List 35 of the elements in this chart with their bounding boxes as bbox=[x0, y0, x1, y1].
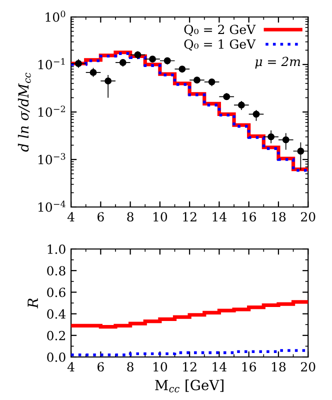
legend-label: Q₀ = 1 GeV bbox=[184, 39, 256, 51]
y-tick-label: 10$^{0}$ bbox=[46, 10, 66, 22]
x-tick-label: 20 bbox=[300, 362, 316, 372]
annotation: μ = 2m bbox=[255, 56, 300, 69]
y-tick-label: 0.4 bbox=[47, 309, 66, 319]
y-tick-label: 10$^{−2}$ bbox=[38, 106, 65, 117]
x-tick-label: 4 bbox=[67, 212, 74, 222]
y-tick-label: 10$^{−3}$ bbox=[38, 153, 66, 164]
y-tick-label: 0.8 bbox=[47, 266, 66, 276]
y-tick-label: 0.6 bbox=[47, 288, 66, 298]
x-tick-label: 6 bbox=[98, 362, 104, 372]
x-tick-label: 4 bbox=[67, 362, 74, 372]
x-tick-label: 12 bbox=[183, 362, 196, 372]
x-tick-label: 14 bbox=[212, 212, 227, 222]
x-axis-title: M$_{cc}$ [GeV] bbox=[155, 380, 224, 392]
x-tick-label: 6 bbox=[98, 212, 104, 222]
x-tick-label: 14 bbox=[212, 362, 227, 372]
y-axis-title: R bbox=[28, 298, 38, 308]
x-tick-label: 8 bbox=[127, 212, 134, 222]
legend-label: Q₀ = 2 GeV bbox=[184, 24, 256, 36]
y-tick-label: 10$^{−4}$ bbox=[38, 200, 66, 212]
x-tick-label: 18 bbox=[272, 362, 286, 372]
x-tick-label: 20 bbox=[300, 212, 316, 222]
y-axis-title: d ln σ/dM$_{cc}$ bbox=[18, 72, 31, 152]
x-tick-label: 16 bbox=[242, 212, 256, 222]
x-tick-label: 8 bbox=[127, 362, 134, 372]
y-tick-label: 10$^{−1}$ bbox=[38, 58, 65, 70]
y-tick-label: 1.0 bbox=[48, 244, 66, 254]
x-tick-label: 16 bbox=[242, 362, 256, 372]
y-tick-label: 0.0 bbox=[47, 352, 66, 362]
x-tick-label: 12 bbox=[183, 212, 196, 222]
x-tick-label: 18 bbox=[272, 212, 286, 222]
x-tick-label: 10 bbox=[154, 362, 168, 372]
x-tick-label: 10 bbox=[154, 212, 168, 222]
y-tick-label: 0.2 bbox=[47, 330, 65, 340]
